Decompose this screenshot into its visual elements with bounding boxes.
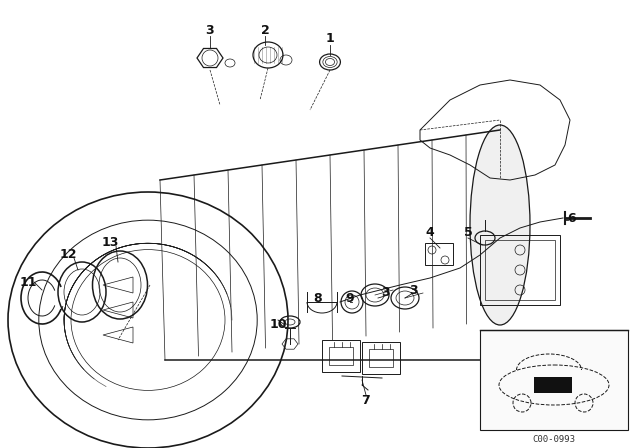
Ellipse shape <box>470 125 530 325</box>
Text: 3: 3 <box>381 287 389 300</box>
Text: 8: 8 <box>314 292 323 305</box>
Text: 2: 2 <box>260 23 269 36</box>
Text: 7: 7 <box>362 393 371 406</box>
Text: 3: 3 <box>409 284 417 297</box>
Text: C00-0993: C00-0993 <box>532 435 575 444</box>
Bar <box>534 377 572 393</box>
Text: 3: 3 <box>205 23 214 36</box>
Bar <box>485 240 555 300</box>
Text: 6: 6 <box>568 211 576 224</box>
Bar <box>480 330 628 430</box>
Text: 13: 13 <box>101 236 118 249</box>
Bar <box>362 342 400 374</box>
Bar <box>480 235 560 305</box>
Text: 5: 5 <box>463 225 472 238</box>
Text: 10: 10 <box>269 319 287 332</box>
Bar <box>369 349 393 367</box>
Text: 9: 9 <box>346 292 355 305</box>
Text: 12: 12 <box>60 249 77 262</box>
Bar <box>425 243 453 265</box>
Text: 1: 1 <box>326 31 334 44</box>
Text: 11: 11 <box>19 276 36 289</box>
Bar <box>322 340 360 372</box>
Bar <box>329 347 353 365</box>
Text: 4: 4 <box>426 225 435 238</box>
